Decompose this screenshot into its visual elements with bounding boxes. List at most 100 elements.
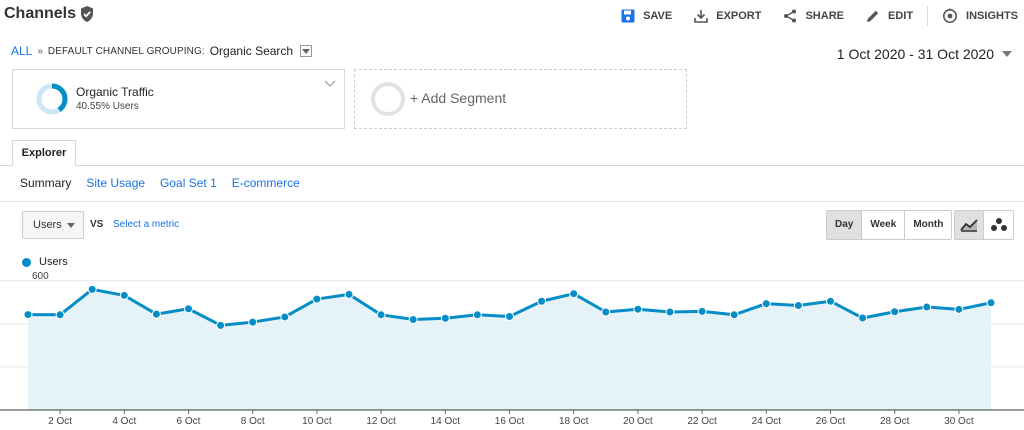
page-title-text: Channels [4, 5, 77, 22]
subtab-summary[interactable]: Summary [20, 176, 72, 190]
segment-share: 40.55% Users [76, 101, 139, 112]
breadcrumb-dropdown-button[interactable] [300, 45, 313, 57]
data-point [23, 310, 33, 320]
legend-label: Users [39, 256, 68, 268]
segment-donut-icon [36, 83, 68, 115]
line-chart-icon [960, 219, 978, 232]
data-point [601, 307, 611, 317]
share-label: SHARE [805, 10, 844, 22]
chart-view-toggle [954, 210, 1014, 240]
export-icon [694, 10, 709, 23]
insights-icon [943, 8, 958, 23]
select-metric-link[interactable]: Select a metric [113, 219, 180, 230]
date-range-picker[interactable]: 1 Oct 2020 - 31 Oct 2020 [837, 46, 1012, 62]
x-tick-label: 12 Oct [366, 416, 396, 427]
data-point [826, 296, 835, 306]
data-point [119, 290, 129, 300]
explorer-subtabs: Summary Site Usage Goal Set 1 E-commerce [20, 176, 300, 190]
metric-select-value: Users [33, 219, 62, 231]
add-segment-button[interactable]: + Add Segment [354, 69, 687, 129]
data-point [280, 312, 290, 322]
breadcrumb-all-link[interactable]: ALL [11, 44, 33, 58]
report-toolbar: SAVE EXPORT SHARE EDIT [599, 6, 1018, 26]
line-chart-view-button[interactable] [955, 211, 984, 239]
data-point [55, 310, 65, 320]
segment-card-organic-traffic[interactable]: Organic Traffic 40.55% Users [12, 69, 345, 129]
data-point [922, 302, 932, 312]
caret-down-icon [1002, 51, 1012, 57]
x-tick-label: 8 Oct [241, 416, 265, 427]
x-tick-label: 26 Oct [816, 416, 846, 427]
toolbar-divider [927, 6, 929, 26]
x-tick-label: 4 Oct [112, 416, 136, 427]
x-tick-label: 2 Oct [48, 416, 72, 427]
x-tick-label: 22 Oct [687, 416, 717, 427]
verified-shield-icon [81, 6, 94, 22]
insights-button[interactable]: INSIGHTS [942, 8, 1018, 24]
breadcrumb-value: Organic Search [209, 44, 294, 58]
metric-select[interactable]: Users [22, 211, 84, 239]
breadcrumb-separator: » [37, 45, 43, 57]
data-point [408, 315, 418, 325]
empty-segment-ring-icon [371, 82, 405, 116]
save-button[interactable]: SAVE [621, 9, 672, 23]
x-tick-label: 20 Oct [623, 416, 653, 427]
export-button[interactable]: EXPORT [694, 9, 761, 23]
save-label: SAVE [643, 10, 673, 22]
vs-label: VS [90, 219, 104, 230]
x-tick-label: 18 Oct [559, 416, 589, 427]
data-point [440, 313, 450, 323]
data-point [569, 289, 579, 299]
data-point [87, 284, 97, 294]
x-tick-label: 10 Oct [302, 416, 332, 427]
area-fill [28, 289, 991, 410]
x-tick-label: 14 Oct [431, 416, 461, 427]
share-button[interactable]: SHARE [783, 9, 844, 23]
x-tick-label: 16 Oct [495, 416, 525, 427]
x-tick-label: 28 Oct [880, 416, 910, 427]
subtab-e-commerce[interactable]: E-commerce [231, 176, 300, 190]
add-segment-label: + Add Segment [410, 90, 507, 106]
share-icon [784, 9, 797, 23]
data-point [216, 320, 226, 330]
subtab-site-usage[interactable]: Site Usage [86, 176, 146, 190]
period-week-button[interactable]: Week [862, 211, 906, 239]
x-tick-label: 24 Oct [752, 416, 782, 427]
period-month-button[interactable]: Month [905, 211, 952, 239]
data-point [633, 304, 643, 314]
page-title: Channels [4, 5, 94, 23]
edit-label: EDIT [887, 10, 914, 22]
data-point [376, 310, 386, 320]
data-point [505, 312, 514, 322]
data-point [890, 307, 900, 317]
data-point [312, 294, 322, 304]
tab-divider [0, 165, 1024, 166]
data-point [344, 289, 354, 299]
report-header: Channels SAVE EXPORT [0, 0, 1024, 30]
subtab-divider [0, 201, 1024, 202]
breadcrumb-grouping: DEFAULT CHANNEL GROUPING: [47, 45, 205, 57]
segment-name: Organic Traffic [76, 85, 154, 99]
chevron-down-icon [302, 48, 311, 54]
tab-explorer[interactable]: Explorer [12, 140, 76, 166]
period-day-button[interactable]: Day [827, 211, 863, 239]
subtab-goal-set-1[interactable]: Goal Set 1 [160, 176, 217, 190]
date-range-text: 1 Oct 2020 - 31 Oct 2020 [836, 46, 994, 62]
data-point [858, 313, 868, 323]
data-point [793, 301, 803, 311]
bubble-chart-icon [990, 218, 1007, 231]
data-point [954, 304, 964, 314]
data-point [537, 296, 547, 306]
chart-legend: Users [22, 256, 68, 268]
y-tick-label: 600 [32, 271, 49, 282]
data-point [697, 306, 707, 316]
chevron-down-icon[interactable] [324, 80, 336, 88]
motion-chart-view-button[interactable] [984, 211, 1013, 239]
caret-down-icon [67, 223, 75, 228]
data-point [729, 310, 739, 320]
edit-button[interactable]: EDIT [866, 9, 913, 23]
data-point [151, 309, 161, 319]
edit-icon [866, 10, 879, 22]
data-point [761, 299, 771, 309]
